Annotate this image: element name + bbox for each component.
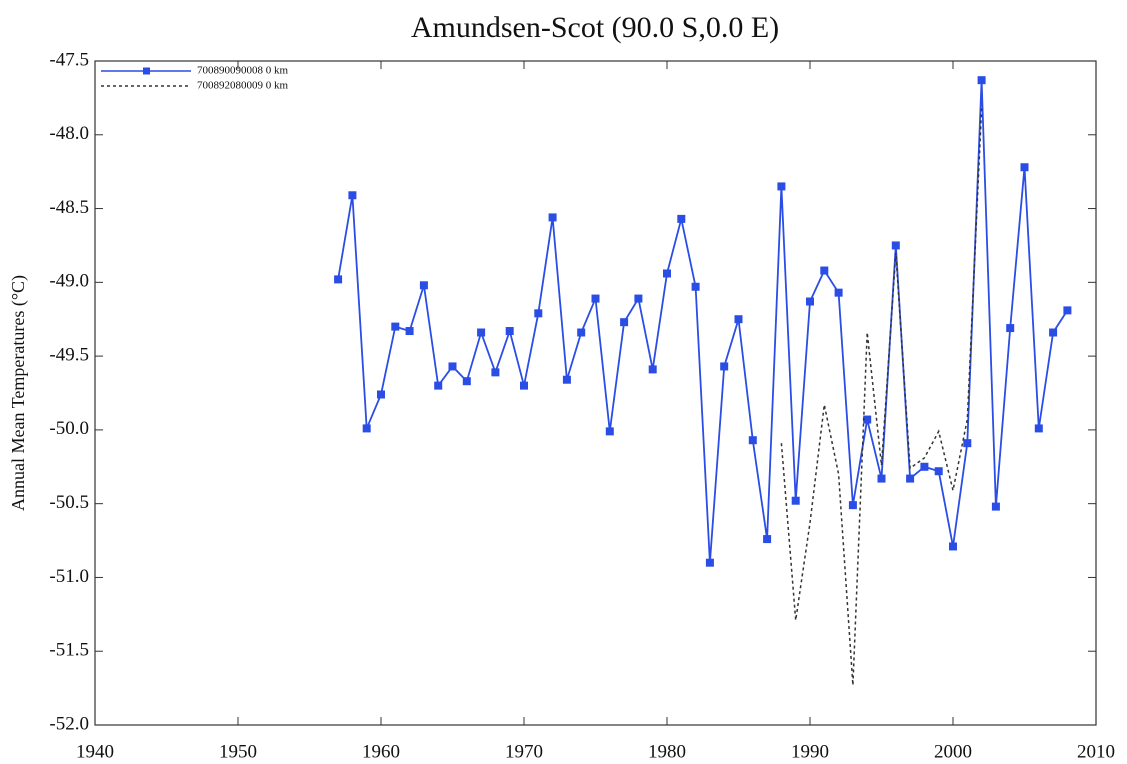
data-point	[748, 436, 757, 445]
data-point	[834, 288, 843, 297]
y-tick-label: -51.0	[49, 566, 89, 587]
data-point	[734, 315, 743, 324]
y-tick-label: -48.5	[49, 197, 89, 218]
data-point	[334, 275, 343, 284]
data-point	[634, 294, 643, 303]
data-point	[462, 377, 471, 386]
data-point	[505, 327, 514, 336]
data-point	[705, 558, 714, 567]
x-tick-label: 2010	[1077, 741, 1115, 762]
data-point	[977, 76, 986, 85]
data-point	[949, 542, 957, 551]
data-point	[1020, 163, 1029, 172]
data-point	[1006, 324, 1015, 333]
x-tick-label: 1950	[219, 741, 257, 762]
x-tick-label: 2000	[934, 741, 972, 762]
data-point	[491, 368, 500, 377]
legend-label: 700890090008 0 km	[197, 65, 289, 77]
data-point	[963, 439, 972, 448]
data-point	[920, 462, 929, 471]
data-point	[377, 390, 385, 399]
y-tick-label: -49.5	[49, 344, 89, 365]
x-tick-label: 1990	[791, 741, 829, 762]
data-point	[791, 496, 800, 505]
data-point	[848, 501, 857, 510]
y-tick-label: -51.5	[49, 640, 89, 661]
data-point	[877, 474, 886, 483]
data-point	[534, 309, 543, 318]
data-point	[562, 375, 571, 384]
data-point	[520, 381, 528, 390]
data-point	[906, 474, 915, 483]
data-point	[405, 327, 414, 336]
y-tick-label: -50.0	[49, 418, 89, 439]
data-point	[620, 318, 629, 327]
x-tick-label: 1940	[76, 741, 114, 762]
legend-label: 700892080009 0 km	[197, 80, 289, 92]
plot-frame	[94, 60, 1097, 726]
y-tick-label: -50.5	[49, 492, 89, 513]
x-tick-label: 1960	[362, 741, 400, 762]
y-tick-label: -49.0	[49, 271, 89, 292]
data-point	[891, 241, 900, 250]
data-point	[391, 322, 400, 331]
y-tick-label: -48.0	[49, 123, 89, 144]
data-point	[577, 328, 586, 337]
data-point	[763, 535, 772, 544]
series-line	[337, 80, 1069, 563]
data-point	[663, 269, 671, 278]
data-point	[648, 365, 657, 374]
data-point	[434, 381, 443, 390]
data-point	[1049, 328, 1058, 337]
chart-title: Amundsen-Scot (90.0 S,0.0 E)	[411, 11, 779, 44]
data-point	[477, 328, 486, 337]
data-point	[806, 297, 814, 306]
data-point	[605, 427, 614, 436]
series-line	[780, 108, 983, 686]
data-point	[448, 362, 457, 371]
data-point	[691, 282, 700, 291]
y-axis-label: Annual Mean Temperatures (°C)	[8, 275, 29, 511]
data-point	[548, 213, 557, 222]
y-tick-label: -47.5	[49, 49, 89, 70]
data-point	[677, 214, 686, 223]
y-tick-label: -52.0	[49, 713, 89, 734]
data-point	[863, 415, 872, 424]
data-point	[934, 467, 943, 476]
data-point	[720, 362, 729, 371]
data-point	[1063, 306, 1072, 315]
data-point	[1034, 424, 1043, 433]
x-tick-label: 1970	[505, 741, 543, 762]
data-point	[991, 502, 1000, 511]
data-point	[348, 191, 357, 200]
data-point	[419, 281, 428, 290]
data-point	[777, 182, 786, 191]
data-point	[362, 424, 371, 433]
x-tick-label: 1980	[648, 741, 686, 762]
data-point	[820, 266, 829, 275]
legend-marker	[143, 67, 150, 75]
data-point	[591, 294, 600, 303]
